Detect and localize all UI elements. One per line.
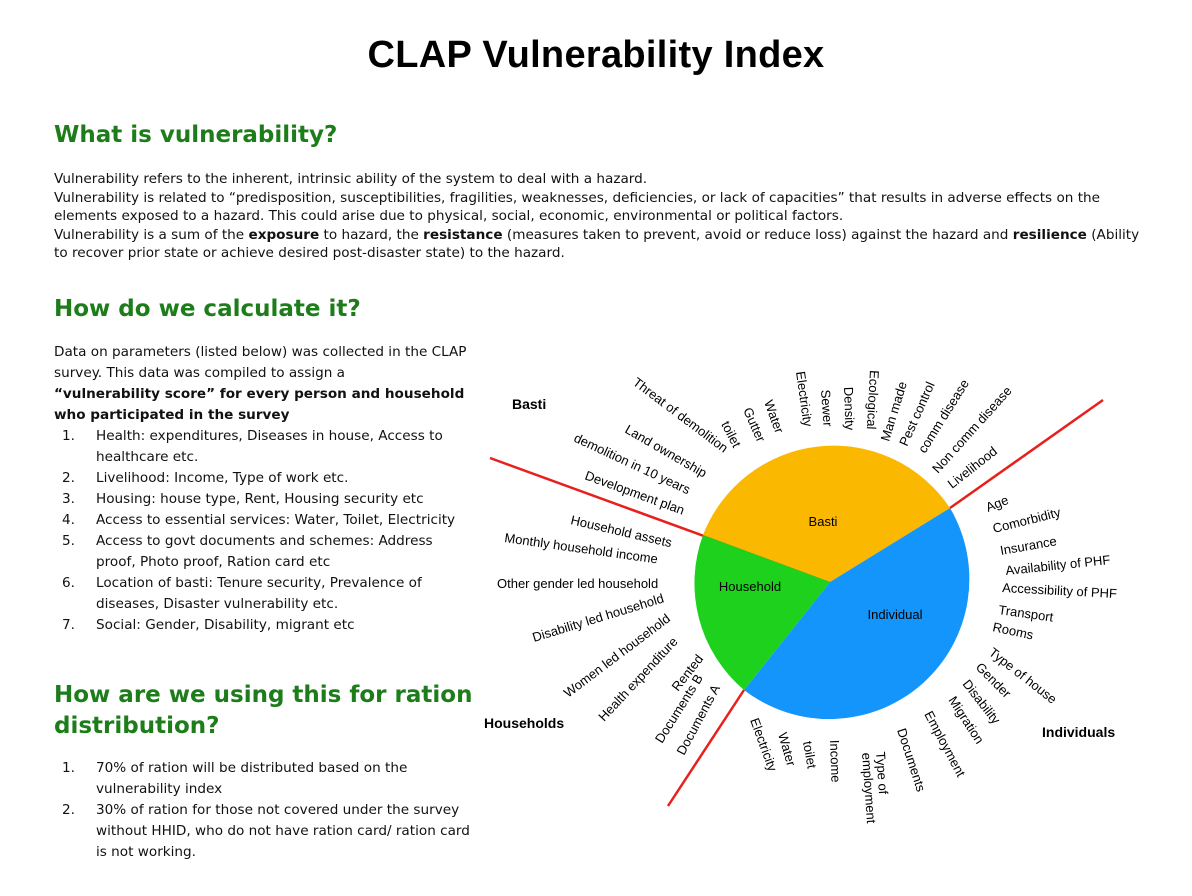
calculation-description: Data on parameters (listed below) was co… (54, 342, 474, 636)
vulnerability-wheel-diagram: Basti Household Individual Basti Househo… (484, 370, 1118, 824)
section-heading-how-calculate: How do we calculate it? (54, 296, 361, 322)
basti-factor-label: Sewer (818, 389, 836, 427)
individual-factor-label: Electricity (747, 716, 780, 774)
household-factor-label: Other gender led household (497, 576, 658, 591)
term-exposure: exposure (248, 226, 320, 243)
section-heading-what-is-vulnerability: What is vulnerability? (54, 122, 338, 148)
individual-factor-label: employment (859, 752, 879, 824)
segment-label-individual: Individual (868, 607, 923, 622)
individual-factor-label: Age (984, 492, 1011, 515)
divider-line-households (666, 689, 746, 807)
term-resilience: resilience (1012, 226, 1087, 243)
list-item: 5. Access to govt documents and schemes: … (62, 533, 433, 570)
section-heading-ration-distribution: How are we using this for ration distrib… (54, 682, 473, 739)
definition-line: Vulnerability is related to “predisposit… (54, 189, 1101, 225)
group-label-basti: Basti (512, 396, 546, 412)
individual-factor-label: Type of (873, 751, 891, 795)
list-item: 1. Health: expenditures, Diseases in hous… (62, 428, 443, 465)
segment-label-basti: Basti (809, 514, 838, 529)
segment-individual (744, 508, 970, 720)
group-label-individuals: Individuals (1042, 724, 1115, 740)
individual-factor-label: Accessibility of PHF (1002, 580, 1118, 601)
basti-factor-label: Density (841, 387, 858, 431)
individual-factor-label: Availability of PHF (1005, 552, 1111, 578)
ration-distribution-list-wrap: 1. 70% of ration will be distributed base… (54, 758, 474, 863)
individual-factor-label: toilet (800, 740, 820, 770)
individual-factor-label-type-of-employment: Type of employment (859, 751, 891, 824)
individual-factor-label: Income (827, 740, 843, 783)
individual-factor-label: Documents (894, 726, 929, 794)
basti-factor-label: Ecological (864, 370, 882, 430)
list-item: 1. 70% of ration will be distributed base… (62, 760, 408, 797)
calculation-intro: Data on parameters (listed below) was co… (54, 344, 467, 423)
list-item: 4. Access to essential services: Water, T… (62, 512, 456, 528)
list-item: 6. Location of basti: Tenure security, Pr… (62, 575, 422, 612)
definition-line: Vulnerability is a sum of the exposure t… (54, 226, 1140, 262)
segment-label-household: Household (719, 579, 781, 594)
vulnerability-definition: Vulnerability refers to the inherent, in… (54, 170, 1144, 263)
list-item: 3. Housing: house type, Rent, Housing sec… (62, 491, 424, 507)
segment-household (694, 535, 830, 690)
basti-factor-label: Electricity (793, 370, 816, 428)
list-item: 7. Social: Gender, Disability, migrant et… (62, 617, 355, 633)
term-resistance: resistance (423, 226, 503, 243)
segment-basti (703, 445, 950, 582)
definition-line: Vulnerability refers to the inherent, in… (54, 171, 648, 187)
individual-factor-label: Rooms (991, 619, 1035, 642)
ration-list: 1. 70% of ration will be distributed base… (54, 758, 474, 863)
parameter-list: 1. Health: expenditures, Diseases in hous… (54, 426, 474, 636)
group-label-households: Households (484, 715, 564, 731)
calculation-intro-bold: “vulnerability score” for every person a… (54, 386, 465, 423)
divider-line-individuals (949, 398, 1104, 510)
page-title: CLAP Vulnerability Index (367, 34, 825, 76)
list-item: 2. 30% of ration for those not covered un… (62, 802, 470, 860)
list-item: 2. Livelihood: Income, Type of work etc. (62, 470, 349, 486)
individual-factor-label: Insurance (999, 533, 1058, 558)
